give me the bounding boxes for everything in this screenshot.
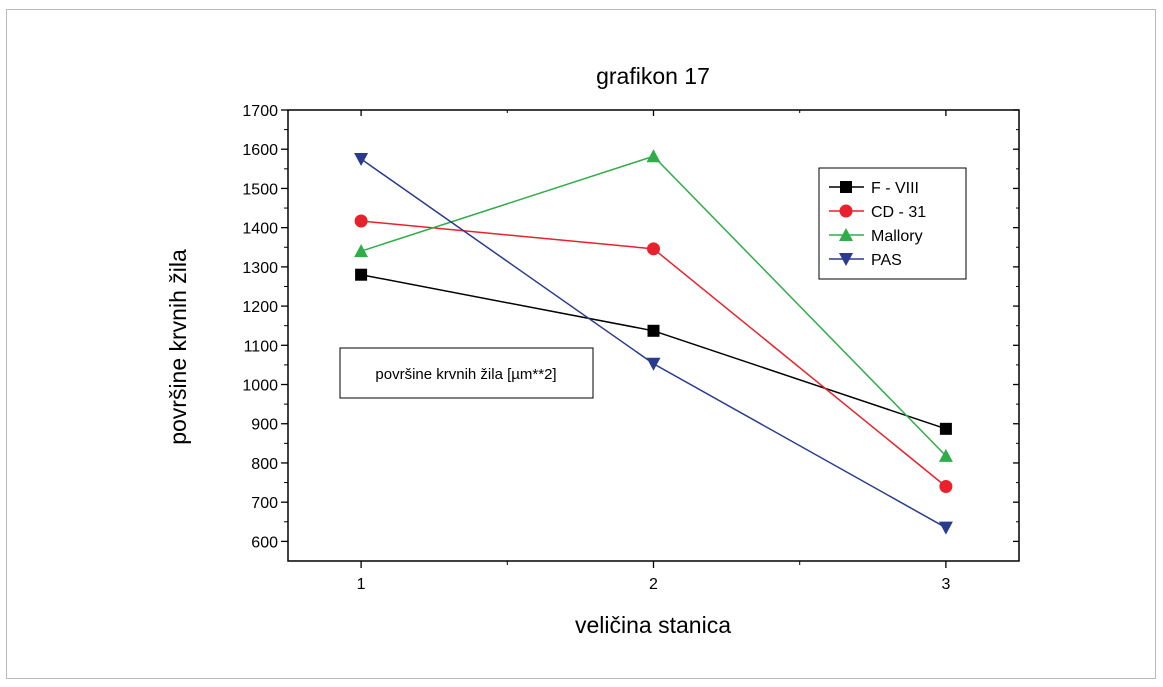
y-tick-label: 1600 (242, 142, 278, 159)
series-0 (355, 268, 952, 435)
x-tick-label: 2 (649, 576, 658, 593)
y-tick-label: 1000 (242, 378, 278, 395)
y-tick-label: 700 (251, 495, 278, 512)
data-point (646, 149, 661, 163)
x-tick-label: 3 (941, 576, 950, 593)
annotation-text: površine krvnih žila [µm**2] (375, 366, 556, 383)
chart-title: grafikon 17 (596, 63, 710, 89)
data-point (354, 244, 369, 258)
data-point (938, 521, 953, 535)
y-tick-label: 1700 (242, 103, 278, 120)
legend-label: Mallory (871, 228, 923, 245)
chart-frame (6, 9, 1156, 679)
series-1 (354, 214, 953, 493)
data-point (939, 422, 952, 435)
legend-label: F - VIII (871, 180, 919, 197)
legend: F - VIII CD - 31 Mallory PAS (818, 167, 967, 280)
series-3 (354, 153, 953, 535)
legend-label: PAS (871, 252, 902, 269)
y-tick-label: 800 (251, 456, 278, 473)
data-point (355, 268, 368, 281)
legend-item: F - VIII (829, 180, 919, 197)
legend-marker (839, 253, 853, 266)
legend-label: CD - 31 (871, 204, 926, 221)
y-tick-label: 1300 (242, 260, 278, 277)
legend-item: Mallory (829, 228, 923, 245)
legend-marker (839, 204, 853, 218)
legend-item: CD - 31 (829, 204, 926, 221)
y-tick-label: 1100 (244, 338, 279, 355)
y-tick-label: 1500 (242, 181, 278, 198)
legend-marker (839, 228, 853, 241)
x-axis-label: veličina stanica (575, 612, 731, 638)
legend-marker (840, 181, 852, 193)
series-layer (354, 149, 953, 535)
y-tick-label: 900 (251, 417, 278, 434)
annotation-box: površine krvnih žila [µm**2] (339, 347, 594, 399)
data-point (354, 153, 369, 167)
data-point (938, 448, 953, 462)
data-point (939, 479, 953, 493)
axis-ticks: 600 700 800 900 1000 1100 1200 1300 1400 1500 1600… (242, 103, 1019, 593)
data-point (647, 242, 660, 256)
series-2 (354, 149, 953, 462)
y-tick-label: 1200 (242, 299, 278, 316)
data-point (354, 214, 368, 228)
x-tick-label: 1 (357, 576, 366, 593)
data-point (647, 324, 660, 337)
legend-item: PAS (829, 252, 902, 269)
y-tick-label: 600 (251, 534, 278, 551)
y-tick-label: 1400 (242, 221, 278, 238)
y-axis-label: površine krvnih žila (165, 249, 191, 445)
data-point (646, 357, 661, 371)
